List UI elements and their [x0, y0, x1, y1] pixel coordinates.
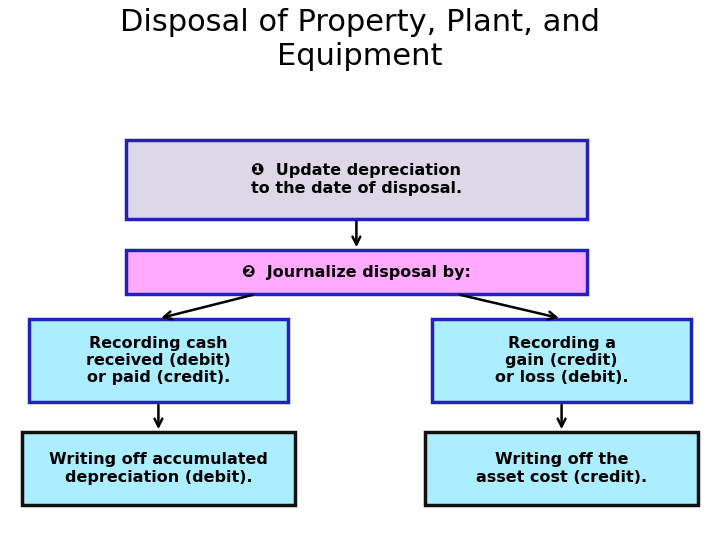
Text: Writing off accumulated
depreciation (debit).: Writing off accumulated depreciation (de…	[49, 453, 268, 485]
Text: Writing off the
asset cost (credit).: Writing off the asset cost (credit).	[476, 453, 647, 485]
FancyBboxPatch shape	[22, 432, 295, 505]
Text: ❶  Update depreciation
to the date of disposal.: ❶ Update depreciation to the date of dis…	[251, 163, 462, 195]
Text: Disposal of Property, Plant, and
Equipment: Disposal of Property, Plant, and Equipme…	[120, 8, 600, 71]
FancyBboxPatch shape	[126, 140, 587, 219]
Text: ❷  Journalize disposal by:: ❷ Journalize disposal by:	[242, 265, 471, 280]
FancyBboxPatch shape	[432, 319, 691, 402]
FancyBboxPatch shape	[126, 250, 587, 294]
FancyBboxPatch shape	[29, 319, 288, 402]
Text: Recording a
gain (credit)
or loss (debit).: Recording a gain (credit) or loss (debit…	[495, 335, 629, 386]
FancyBboxPatch shape	[425, 432, 698, 505]
Text: Recording cash
received (debit)
or paid (credit).: Recording cash received (debit) or paid …	[86, 335, 231, 386]
